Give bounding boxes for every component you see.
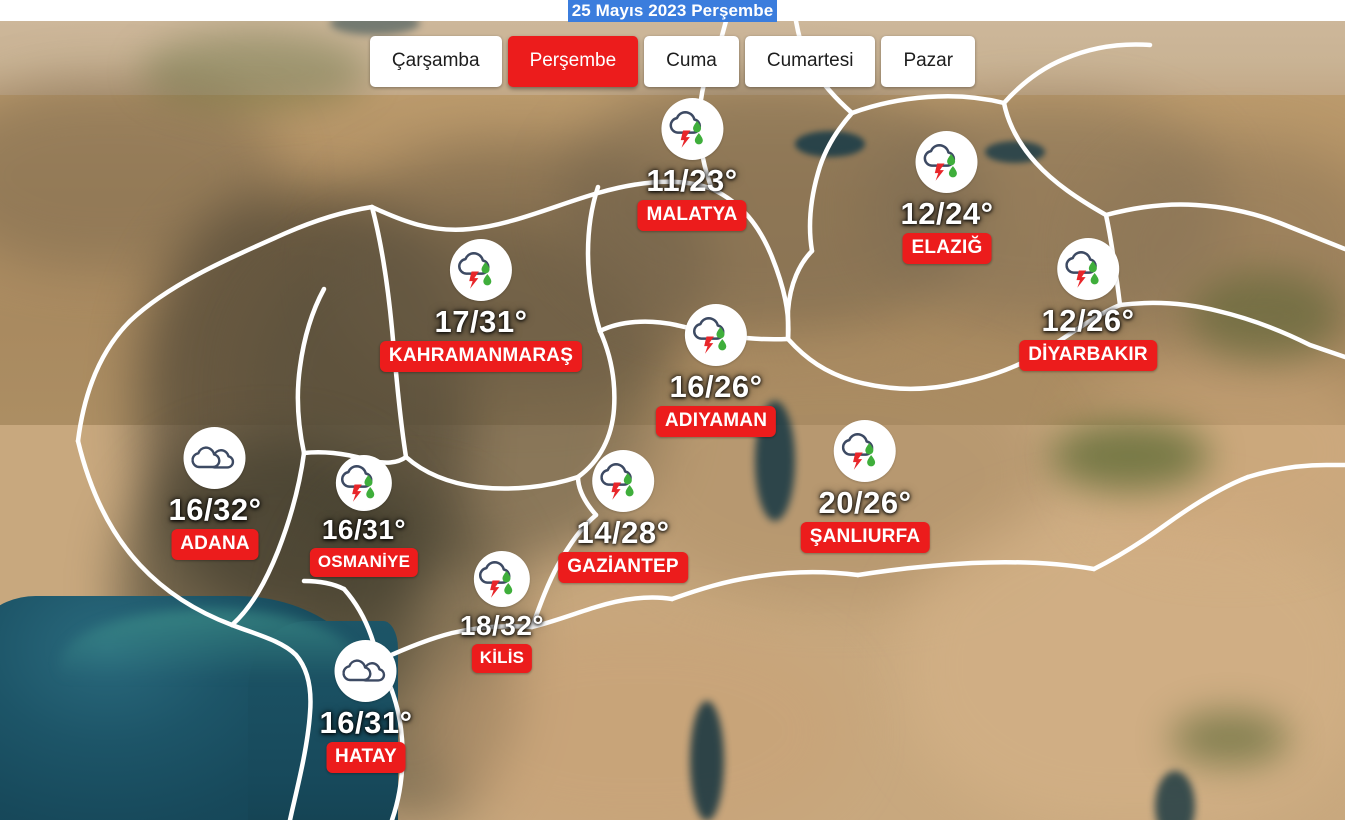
day-tab-4[interactable]: Pazar [881, 36, 976, 87]
city-marker-di̇yarbakir[interactable]: 12/26° DİYARBAKIR [1019, 238, 1157, 371]
thunderstorm-rain-icon [669, 110, 703, 148]
raindrop-icon [625, 485, 634, 497]
thunderstorm-rain-icon [600, 462, 634, 500]
temperature-label: 11/23° [646, 163, 738, 198]
page-title: 25 Mayıs 2023 Perşembe [567, 0, 778, 22]
city-name-badge: GAZİANTEP [558, 552, 688, 583]
city-marker-şanliurfa[interactable]: 20/26° ŞANLIURFA [800, 420, 930, 553]
temperature-label: 16/32° [168, 492, 262, 527]
thunderstorm-rain-icon [842, 432, 876, 470]
city-name-badge: KAHRAMANMARAŞ [379, 341, 583, 372]
raindrop-icon [694, 133, 703, 145]
temperature-label: 14/28° [576, 515, 670, 550]
thunderstorm-rain-icon [479, 560, 513, 598]
weather-icon-wrap [685, 304, 747, 366]
temperature-label: 16/31° [321, 514, 407, 545]
city-marker-kahramanmaraş[interactable]: 17/31° KAHRAMANMARAŞ [379, 239, 583, 372]
thunderstorm-rain-icon [693, 316, 727, 354]
weather-icon-wrap [449, 239, 512, 301]
city-marker-malatya[interactable]: 11/23° MALATYA [637, 98, 747, 231]
day-tab-2[interactable]: Cuma [644, 36, 739, 87]
weather-icon-wrap [834, 420, 896, 482]
province-borders [75, 21, 1345, 820]
temperature-label: 20/26° [818, 485, 912, 520]
temperature-label: 16/26° [669, 369, 763, 404]
city-marker-adiyaman[interactable]: 16/26° ADIYAMAN [655, 304, 777, 437]
city-name-badge: KİLİS [471, 644, 533, 673]
thunderstorm-rain-icon [341, 464, 375, 502]
city-name-badge: OSMANİYE [309, 548, 419, 577]
raindrop-icon [1090, 273, 1099, 285]
date-title-bar: 25 Mayıs 2023 Perşembe [0, 0, 1345, 22]
city-name-badge: MALATYA [637, 200, 747, 231]
thunderstorm-rain-icon [1065, 250, 1099, 288]
day-tab-1[interactable]: Perşembe [507, 36, 639, 87]
city-name-badge: ADIYAMAN [655, 406, 777, 437]
city-marker-elaziğ[interactable]: 12/24° ELAZIĞ [901, 131, 994, 264]
partly-cloudy-icon [342, 659, 386, 682]
weather-icon-wrap [915, 131, 978, 193]
city-name-badge: DİYARBAKIR [1019, 340, 1157, 371]
thunderstorm-rain-icon [458, 251, 492, 289]
day-tab-3[interactable]: Cumartesi [744, 36, 876, 87]
weather-icon-wrap [336, 455, 392, 511]
weather-icon-wrap [473, 551, 530, 607]
weather-icon-wrap [183, 427, 246, 489]
temperature-label: 12/24° [900, 196, 994, 231]
weather-icon-wrap [661, 98, 723, 160]
city-name-badge: ŞANLIURFA [800, 522, 930, 553]
raindrop-icon [483, 274, 492, 286]
city-name-badge: ELAZIĞ [902, 233, 992, 264]
city-marker-osmani̇ye[interactable]: 16/31° OSMANİYE [309, 455, 419, 577]
weather-icon-wrap [1056, 238, 1119, 300]
city-name-badge: HATAY [326, 742, 406, 773]
city-marker-gazi̇antep[interactable]: 14/28° GAZİANTEP [558, 450, 688, 583]
raindrop-icon [718, 339, 727, 351]
thunderstorm-rain-icon [924, 143, 958, 181]
temperature-label: 16/31° [319, 705, 413, 740]
day-tab-0[interactable]: Çarşamba [369, 36, 502, 87]
weather-icon-wrap [334, 640, 397, 702]
temperature-label: 18/32° [459, 610, 545, 641]
city-marker-adana[interactable]: 16/32° ADANA [169, 427, 262, 560]
raindrop-icon [867, 455, 876, 467]
temperature-label: 12/26° [1041, 303, 1135, 338]
day-tabs[interactable]: Çarşamba Perşembe Cuma Cumartesi Pazar [0, 36, 1345, 88]
temperature-label: 17/31° [434, 304, 528, 339]
city-marker-ki̇li̇s[interactable]: 18/32° KİLİS [460, 551, 544, 673]
raindrop-icon [504, 583, 513, 595]
city-name-badge: ADANA [171, 529, 259, 560]
raindrop-icon [949, 166, 958, 178]
city-marker-hatay[interactable]: 16/31° HATAY [320, 640, 413, 773]
partly-cloudy-icon [191, 446, 235, 469]
raindrop-icon [366, 487, 375, 499]
weather-icon-wrap [592, 450, 654, 512]
